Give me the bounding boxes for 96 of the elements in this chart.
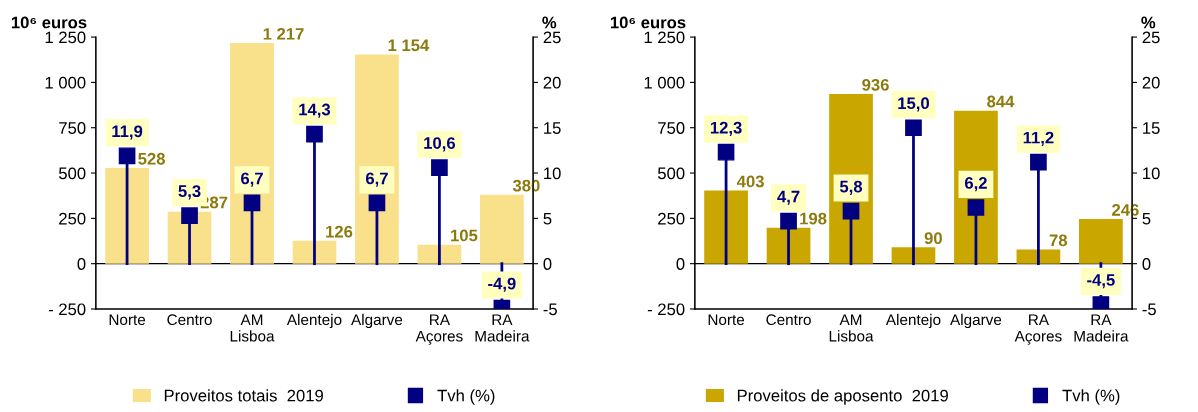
x-tick-label: Norte <box>708 314 745 326</box>
bar <box>1079 219 1123 264</box>
y-tick-label: 1 000 <box>644 76 685 89</box>
y-tick-label: - 250 <box>48 303 86 316</box>
x-tick-label: Alentejo <box>885 313 941 329</box>
point <box>431 159 448 176</box>
point <box>967 199 985 216</box>
data-label: 1 154 <box>388 39 430 52</box>
y2-tick-label: 5 <box>543 212 552 225</box>
x-tick-label: RA Madeira <box>475 314 530 342</box>
data-label: 528 <box>138 152 165 165</box>
y-tick-label: 500 <box>58 167 86 180</box>
point <box>842 202 860 220</box>
data-label: 12,3 <box>710 121 742 136</box>
data-label: 11,9 <box>112 125 143 140</box>
y-tick-label: 1 250 <box>45 31 86 44</box>
data-label: 5,8 <box>839 180 863 195</box>
data-label: 6,7 <box>365 172 388 187</box>
y-axis-title: 10⁶ euros <box>11 16 87 29</box>
bar <box>105 167 149 264</box>
y2-tick-label: 20 <box>1142 76 1160 89</box>
y-tick-label: 750 <box>59 122 86 134</box>
bar <box>292 240 337 264</box>
x-tick-label: AM Lisboa <box>230 314 275 342</box>
point <box>181 207 198 224</box>
bar <box>1016 249 1061 264</box>
y2-tick-label: 5 <box>1142 212 1151 225</box>
data-label: 78 <box>1049 234 1068 247</box>
data-label: -4,9 <box>488 277 516 292</box>
data-label: 5,3 <box>178 185 201 200</box>
x-tick-label: Algarve <box>950 313 1002 329</box>
data-label: 14,3 <box>299 103 331 118</box>
data-label: 10,6 <box>424 137 456 152</box>
point <box>118 147 136 165</box>
y-tick-label: 750 <box>658 122 685 134</box>
data-label: 15,0 <box>898 97 930 112</box>
x-tick-label: Centro <box>766 314 811 326</box>
bar <box>480 194 524 264</box>
y2-tick-label: 20 <box>543 76 561 89</box>
data-label: 4,7 <box>777 190 800 205</box>
y2-tick-label: 0 <box>1142 258 1151 270</box>
x-tick-label: AM Lisboa <box>829 314 874 342</box>
data-label: 6,7 <box>241 172 263 187</box>
y2-tick-label: 15 <box>544 122 561 134</box>
y2-tick-label: 10 <box>1143 167 1160 180</box>
data-label: 936 <box>862 78 889 91</box>
bar <box>704 190 748 264</box>
y2-tick-label: -5 <box>543 303 557 316</box>
y-tick-label: 500 <box>657 167 685 180</box>
bar <box>766 227 811 264</box>
point <box>717 143 735 161</box>
legend-label: Tvh (%) <box>1062 389 1120 405</box>
x-tick-label: RA Madeira <box>1074 314 1129 342</box>
point <box>905 119 922 137</box>
y2-tick-label: 25 <box>543 31 561 44</box>
y-tick-label: - 250 <box>647 303 685 316</box>
y-axis-title: 10⁶ euros <box>610 16 686 29</box>
data-label: 403 <box>736 175 764 188</box>
data-label: 90 <box>924 232 942 245</box>
x-tick-label: RA Açores <box>1014 314 1062 345</box>
y-tick-label: 250 <box>59 212 86 225</box>
data-label: -4,5 <box>1087 274 1115 289</box>
y2-tick-label: 0 <box>543 258 552 270</box>
data-label: 126 <box>326 225 353 238</box>
y2-axis-title: % <box>542 16 557 29</box>
point <box>306 125 323 143</box>
bar <box>891 247 936 264</box>
y2-tick-label: 25 <box>1142 31 1160 44</box>
legend-label: Tvh (%) <box>437 389 495 405</box>
x-tick-label: RA Açores <box>415 314 463 345</box>
bar <box>417 244 462 264</box>
x-tick-label: Centro <box>167 314 212 326</box>
y2-tick-label: 15 <box>1143 122 1160 134</box>
data-label: 105 <box>451 229 478 242</box>
y2-axis-title: % <box>1141 16 1156 29</box>
x-tick-label: Norte <box>109 314 146 326</box>
y-tick-label: 1 250 <box>644 31 685 44</box>
y2-tick-label: -5 <box>1142 303 1156 316</box>
y-tick-label: 250 <box>658 212 685 225</box>
legend-label: Proveitos totais 2019 <box>164 389 323 402</box>
point <box>243 194 261 212</box>
x-tick-label: Alentejo <box>286 313 342 329</box>
point <box>780 212 797 230</box>
data-label: 11,2 <box>1023 131 1054 146</box>
point <box>1030 153 1047 171</box>
y-tick-label: 0 <box>77 258 86 270</box>
y-tick-label: 1 000 <box>45 76 86 89</box>
data-label: 6,2 <box>964 177 987 192</box>
legend-label: Proveitos de aposento 2019 <box>737 389 948 405</box>
data-label: 844 <box>987 95 1015 108</box>
point <box>368 194 386 212</box>
data-label: 1 217 <box>263 27 304 40</box>
data-label: 198 <box>800 212 827 225</box>
y2-tick-label: 10 <box>544 167 561 180</box>
y-tick-label: 0 <box>676 258 685 270</box>
x-tick-label: Algarve <box>351 313 403 329</box>
